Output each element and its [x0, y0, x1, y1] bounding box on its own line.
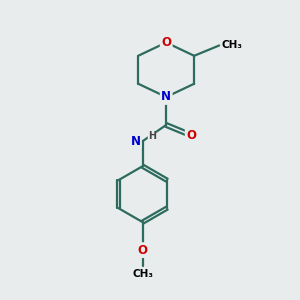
Text: CH₃: CH₃ — [132, 269, 153, 279]
Text: N: N — [131, 135, 141, 148]
Text: O: O — [138, 244, 148, 256]
Text: CH₃: CH₃ — [221, 40, 243, 50]
Text: O: O — [161, 36, 171, 49]
Text: N: N — [161, 91, 171, 103]
Text: H: H — [148, 131, 156, 141]
Text: O: O — [186, 129, 196, 142]
